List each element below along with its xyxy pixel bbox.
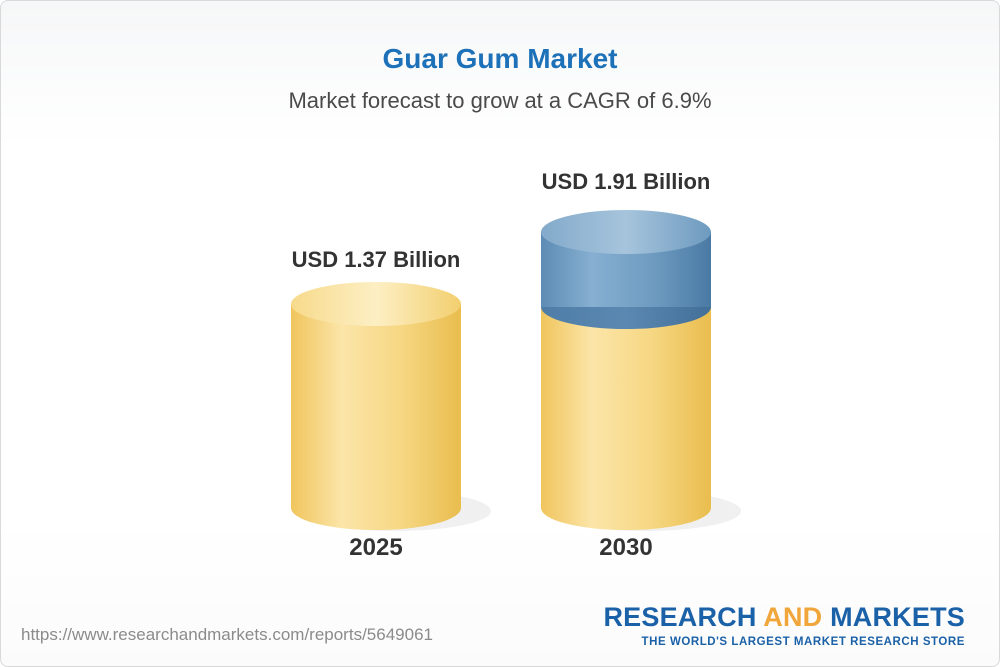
- chart-subtitle: Market forecast to grow at a CAGR of 6.9…: [288, 88, 712, 113]
- cylinder-2030-growth-segment: [541, 210, 711, 329]
- research-and-markets-logo: RESEARCH AND MARKETS THE WORLD'S LARGEST…: [603, 604, 965, 649]
- logo-word-research: RESEARCH: [603, 602, 757, 632]
- report-url[interactable]: https://www.researchandmarkets.com/repor…: [21, 625, 433, 644]
- cylinder-2030-base-segment: [541, 307, 711, 530]
- value-label-2030: USD 1.91 Billion: [541, 169, 711, 194]
- logo-word-and: AND: [763, 602, 823, 632]
- logo-word-markets: MARKETS: [830, 602, 965, 632]
- chart-title: Guar Gum Market: [382, 43, 618, 74]
- category-label-2025: 2025: [349, 534, 403, 561]
- value-label-2025: USD 1.37 Billion: [291, 247, 461, 272]
- logo-wordmark: RESEARCH AND MARKETS: [603, 604, 965, 631]
- cylinder-2025: [291, 282, 461, 530]
- category-label-2030: 2030: [599, 534, 653, 561]
- logo-tagline: THE WORLD'S LARGEST MARKET RESEARCH STOR…: [641, 636, 965, 648]
